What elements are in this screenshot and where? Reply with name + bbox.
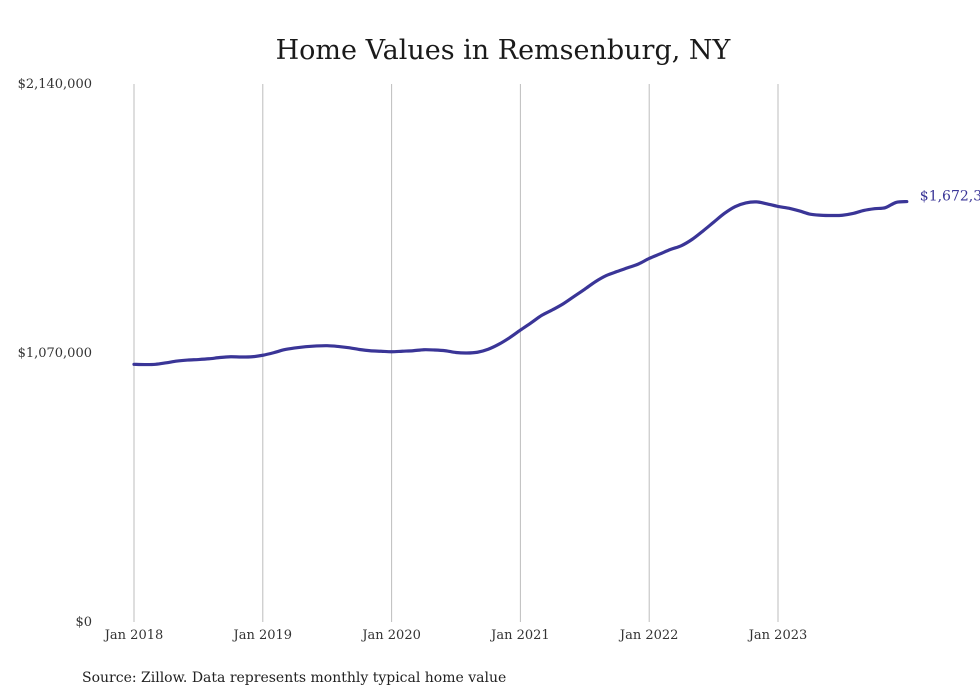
x-tick-label: Jan 2023: [747, 628, 808, 643]
source-note: Source: Zillow. Data represents monthly …: [82, 670, 506, 686]
x-axis-ticks: Jan 2018 Jan 2019 Jan 2020 Jan 2021 Jan 2022…: [103, 628, 808, 643]
x-tick-label: Jan 2020: [360, 628, 421, 643]
x-tick-label: Jan 2018: [103, 628, 164, 643]
y-tick-label: $1,070,000: [18, 346, 92, 361]
y-tick-label: $0: [75, 615, 92, 630]
y-tick-label: $2,140,000: [18, 77, 92, 92]
y-axis-ticks: $0 $1,070,000 $2,140,000: [18, 77, 92, 630]
x-tick-label: Jan 2019: [232, 628, 293, 643]
chart-title: Home Values in Remsenburg, NY: [276, 35, 732, 66]
x-tick-label: Jan 2021: [489, 628, 550, 643]
end-value-label: $1,672,387: [920, 189, 980, 205]
series-line-home-value: [132, 199, 909, 367]
x-tick-label: Jan 2022: [618, 628, 679, 643]
